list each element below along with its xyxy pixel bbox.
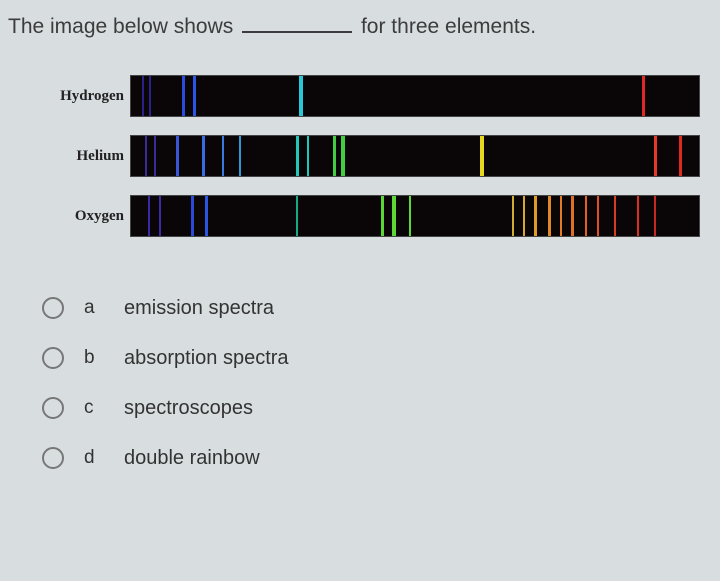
option-text: double rainbow bbox=[114, 447, 260, 470]
spectrum-row: Hydrogen bbox=[60, 75, 700, 117]
spectral-line bbox=[534, 196, 537, 236]
spectrum-label: Helium bbox=[60, 148, 130, 165]
spectral-line bbox=[571, 196, 574, 236]
option-letter: a bbox=[84, 297, 114, 319]
spectral-line bbox=[642, 76, 645, 116]
spectral-line bbox=[654, 136, 657, 176]
spectral-line bbox=[480, 136, 484, 176]
spectral-line bbox=[523, 196, 525, 236]
spectrum-label: Oxygen bbox=[60, 208, 130, 225]
spectral-line bbox=[148, 196, 150, 236]
spectrum-bar bbox=[130, 135, 700, 177]
spectral-line bbox=[381, 196, 384, 236]
spectral-line bbox=[333, 136, 336, 176]
spectral-line bbox=[154, 136, 156, 176]
spectral-line bbox=[145, 136, 147, 176]
spectrum-bar bbox=[130, 75, 700, 117]
question-prefix: The image below shows bbox=[8, 15, 233, 38]
spectral-line bbox=[222, 136, 224, 176]
spectral-line bbox=[296, 136, 299, 176]
spectral-line bbox=[296, 196, 298, 236]
spectral-line bbox=[239, 136, 241, 176]
spectral-line bbox=[560, 196, 562, 236]
option-letter: c bbox=[84, 397, 114, 419]
option-row[interactable]: aemission spectra bbox=[42, 283, 700, 333]
spectrum-row: Helium bbox=[60, 135, 700, 177]
option-text: emission spectra bbox=[114, 297, 274, 320]
option-letter: b bbox=[84, 347, 114, 369]
option-letter: d bbox=[84, 447, 114, 469]
spectral-line bbox=[597, 196, 599, 236]
spectral-line bbox=[307, 136, 309, 176]
spectral-line bbox=[614, 196, 616, 236]
spectral-line bbox=[193, 76, 196, 116]
option-row[interactable]: cspectroscopes bbox=[42, 383, 700, 433]
spectral-line bbox=[159, 196, 161, 236]
spectral-line bbox=[512, 196, 514, 236]
radio-button[interactable] bbox=[42, 347, 64, 369]
spectral-line bbox=[191, 196, 194, 236]
quiz-container: The image below shows for three elements… bbox=[0, 0, 720, 495]
spectra-section: Hydrogen Helium Oxygen bbox=[60, 75, 700, 237]
radio-button[interactable] bbox=[42, 447, 64, 469]
option-row[interactable]: ddouble rainbow bbox=[42, 433, 700, 483]
spectral-line bbox=[637, 196, 639, 236]
spectrum-bar bbox=[130, 195, 700, 237]
question-text: The image below shows for three elements… bbox=[8, 12, 700, 39]
spectrum-label: Hydrogen bbox=[60, 88, 130, 105]
spectral-line bbox=[142, 76, 144, 116]
spectral-line bbox=[182, 76, 185, 116]
spectral-line bbox=[409, 196, 411, 236]
spectral-line bbox=[585, 196, 587, 236]
spectral-line bbox=[149, 76, 151, 116]
radio-button[interactable] bbox=[42, 297, 64, 319]
spectral-line bbox=[392, 196, 396, 236]
fill-blank bbox=[242, 12, 352, 33]
option-text: spectroscopes bbox=[114, 397, 253, 420]
option-text: absorption spectra bbox=[114, 347, 289, 370]
spectrum-row: Oxygen bbox=[60, 195, 700, 237]
spectral-line bbox=[205, 196, 208, 236]
spectral-line bbox=[654, 196, 656, 236]
options-section: aemission spectrababsorption spectracspe… bbox=[42, 283, 700, 483]
spectral-line bbox=[679, 136, 682, 176]
option-row[interactable]: babsorption spectra bbox=[42, 333, 700, 383]
spectral-line bbox=[176, 136, 179, 176]
spectral-line bbox=[202, 136, 205, 176]
spectral-line bbox=[299, 76, 303, 116]
question-suffix: for three elements. bbox=[361, 15, 536, 38]
spectral-line bbox=[548, 196, 551, 236]
spectral-line bbox=[341, 136, 345, 176]
radio-button[interactable] bbox=[42, 397, 64, 419]
